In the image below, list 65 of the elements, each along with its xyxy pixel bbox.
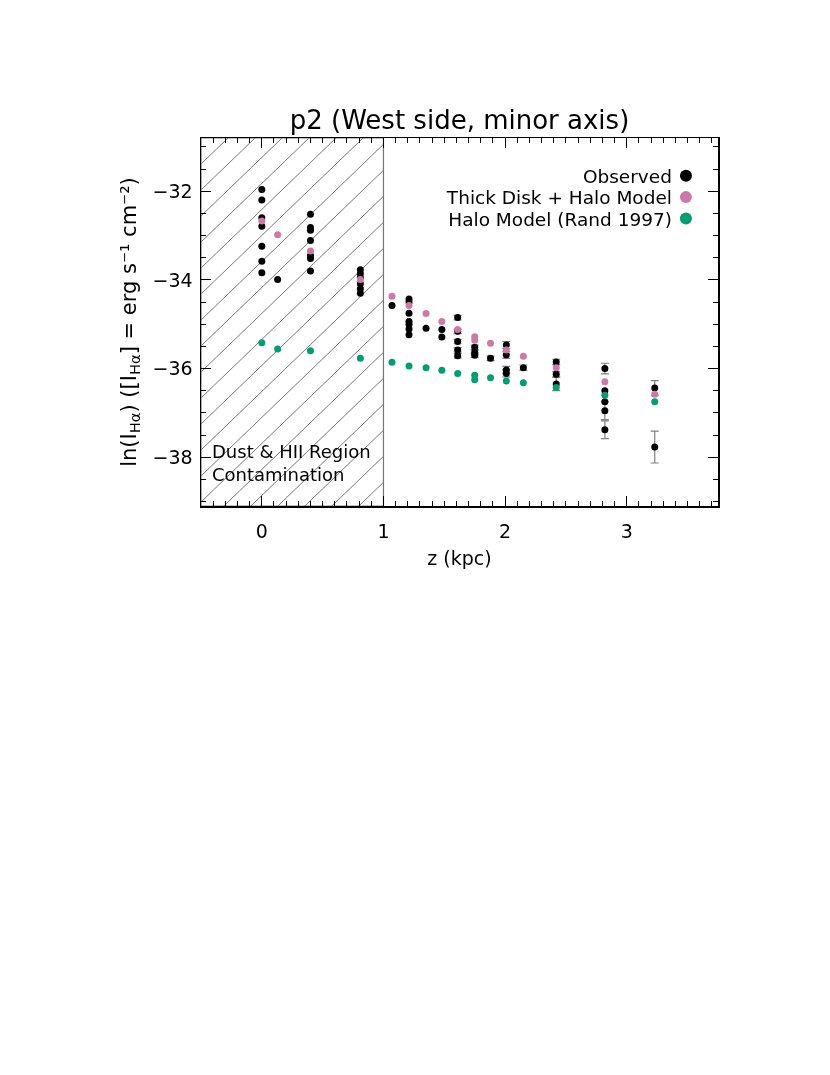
point	[438, 318, 446, 326]
chart-title: p2 (West side, minor axis)	[289, 105, 630, 136]
point	[356, 354, 364, 362]
point	[552, 364, 560, 372]
point	[438, 333, 446, 341]
x-axis-title: z (kpc)	[427, 546, 492, 569]
point	[258, 339, 266, 347]
point	[601, 398, 609, 406]
point	[405, 309, 413, 317]
band-label: Dust & HII Region Contamination	[212, 441, 371, 486]
point	[258, 196, 266, 204]
x-tick-label: 2	[499, 520, 512, 543]
point	[422, 364, 430, 372]
legend-label: Halo Model (Rand 1997)	[448, 208, 672, 230]
point	[519, 379, 527, 387]
point	[502, 346, 510, 354]
point	[258, 222, 266, 230]
point	[306, 247, 314, 255]
point	[258, 269, 266, 277]
x-tick-label: 1	[377, 520, 390, 543]
y-tick-label: −32	[152, 179, 193, 202]
point	[405, 362, 413, 370]
y-tick-label: −34	[152, 268, 193, 291]
point	[651, 443, 659, 451]
point	[438, 366, 446, 374]
point	[487, 374, 495, 382]
legend-label: Thick Disk + Halo Model	[445, 187, 672, 209]
point	[471, 376, 479, 384]
point	[502, 377, 510, 385]
point	[274, 345, 282, 353]
point	[651, 398, 659, 406]
point	[356, 289, 364, 297]
point	[306, 255, 314, 263]
point	[601, 378, 609, 386]
point	[422, 310, 430, 318]
point	[274, 275, 282, 283]
point	[306, 347, 314, 355]
point	[306, 210, 314, 218]
point	[438, 326, 446, 334]
point	[651, 390, 659, 398]
point	[601, 391, 609, 399]
y-tick-label: −38	[152, 445, 193, 468]
point	[454, 369, 462, 377]
point	[405, 331, 413, 339]
y-tick-label: −36	[152, 357, 193, 380]
point	[422, 324, 430, 332]
x-tick-label: 3	[620, 520, 633, 543]
point	[519, 352, 527, 360]
point	[306, 236, 314, 244]
x-tick-label: 0	[255, 520, 268, 543]
point	[388, 302, 396, 310]
point	[552, 384, 560, 392]
point	[258, 185, 266, 193]
point	[388, 292, 396, 300]
point	[601, 426, 609, 434]
point	[258, 257, 266, 265]
point	[258, 242, 266, 250]
point	[601, 407, 609, 415]
point	[388, 358, 396, 366]
point	[274, 231, 282, 239]
point	[306, 267, 314, 275]
point	[405, 302, 413, 310]
point	[487, 339, 495, 347]
legend-label: Observed	[582, 165, 672, 187]
point	[651, 384, 659, 392]
